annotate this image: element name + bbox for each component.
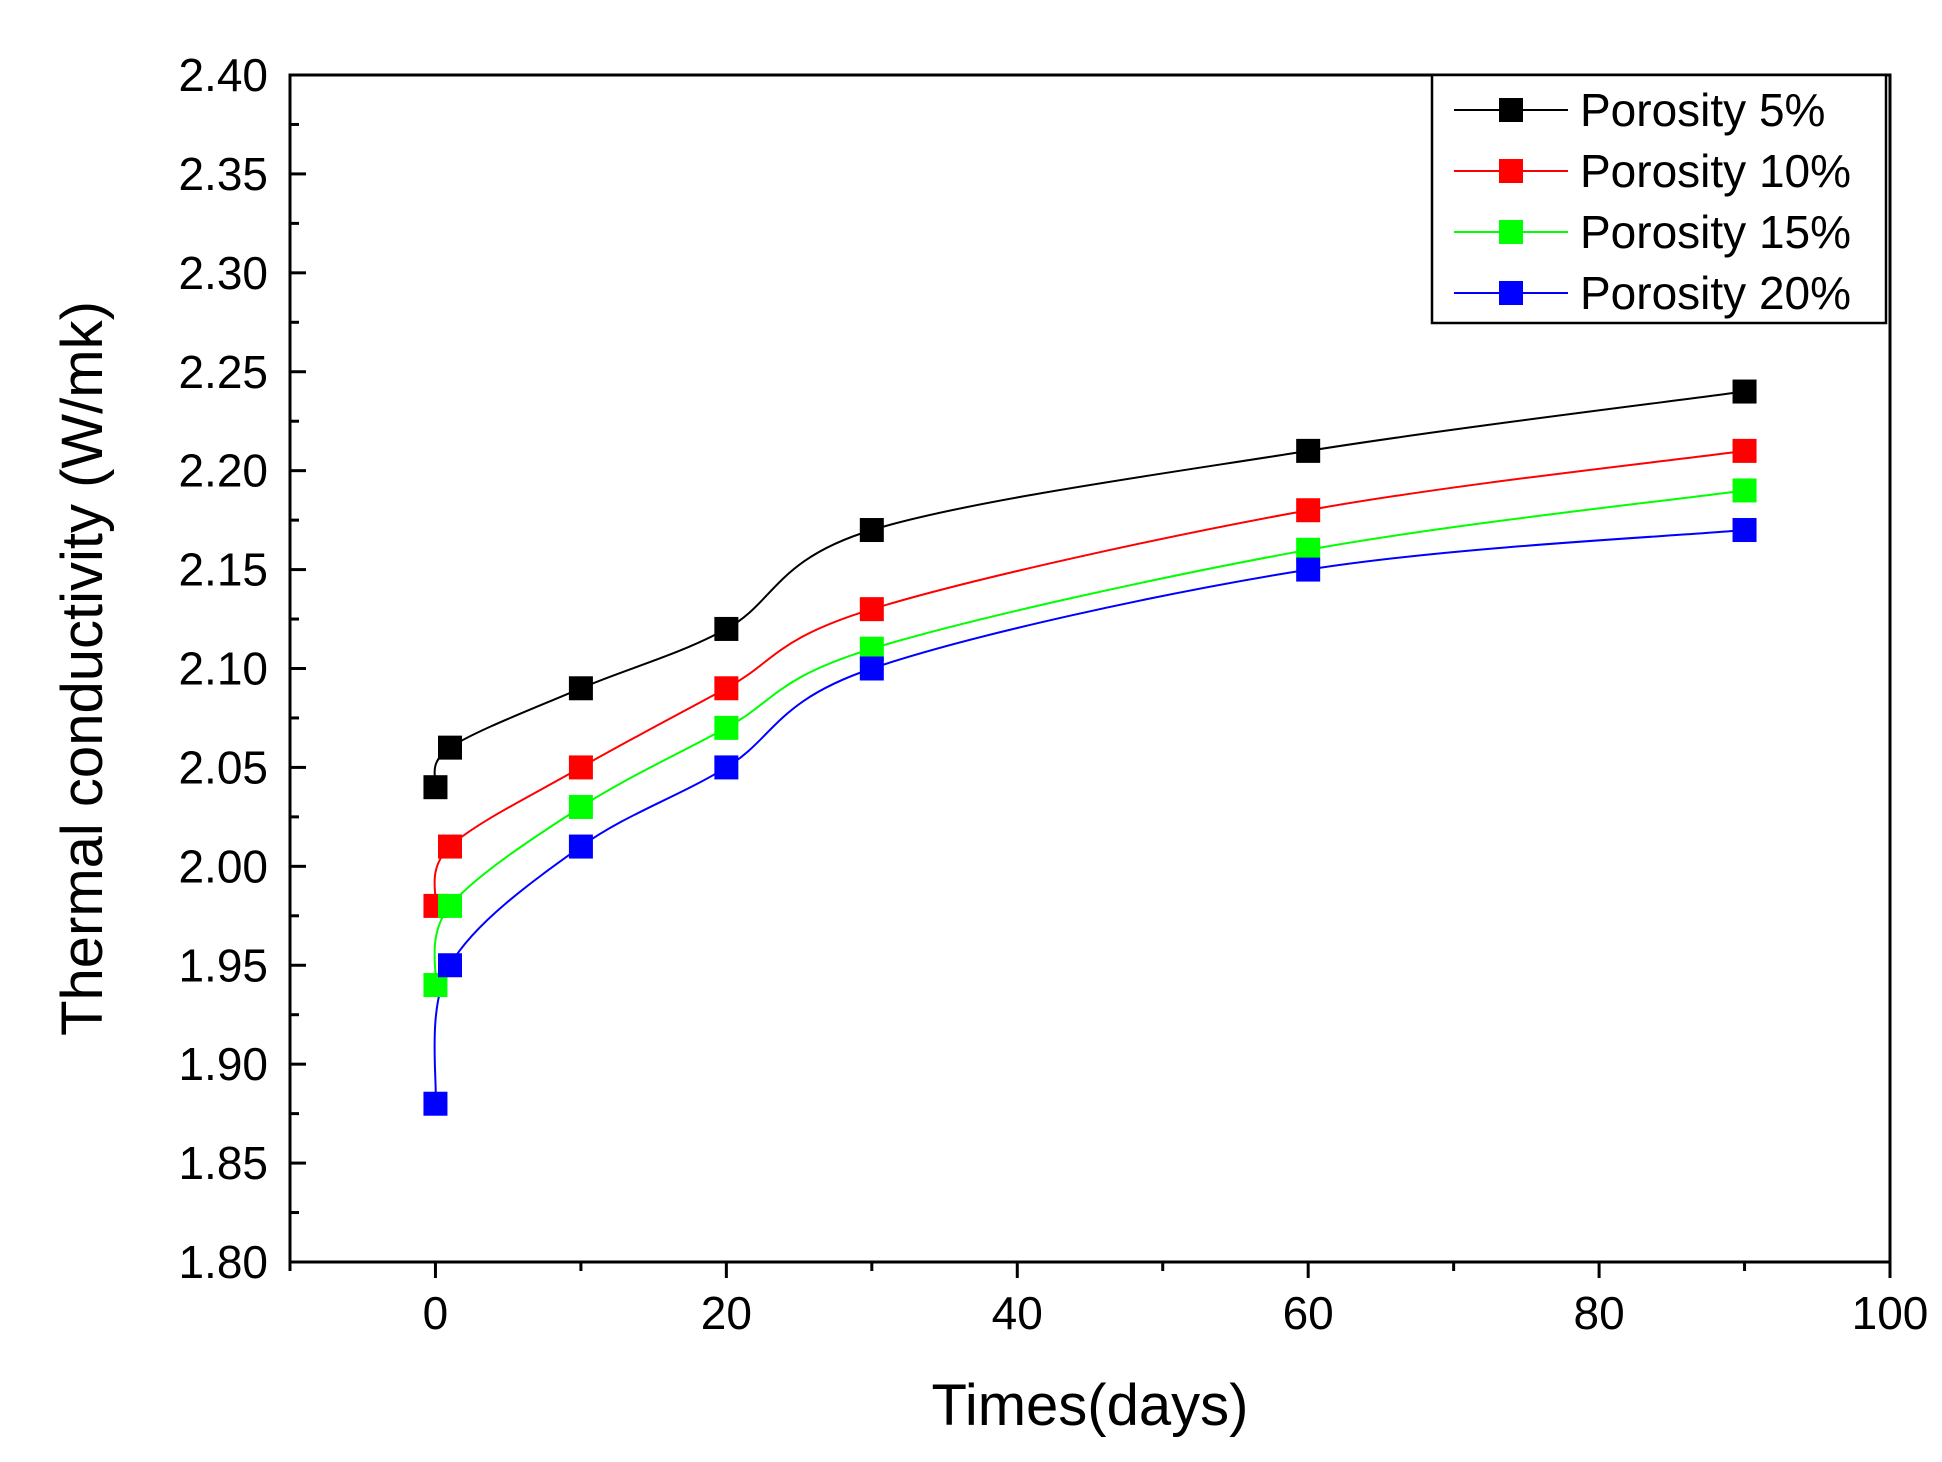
data-point-series-4-6 — [1732, 518, 1757, 543]
legend-marker — [1499, 98, 1523, 122]
legend-label: Porosity 20% — [1580, 267, 1851, 319]
data-point-series-1-0 — [423, 775, 448, 800]
legend-label: Porosity 15% — [1580, 206, 1851, 258]
x-tick-label: 20 — [701, 1287, 752, 1339]
y-tick-label: 1.85 — [178, 1137, 268, 1189]
data-point-series-2-6 — [1732, 438, 1757, 463]
x-tick-label: 80 — [1574, 1287, 1625, 1339]
legend: Porosity 5% Porosity 10% Porosity 15% Poros… — [1430, 73, 1888, 325]
series-line-4 — [433, 529, 1745, 1104]
legend-marker — [1499, 220, 1523, 244]
data-point-series-4-4 — [859, 656, 884, 681]
y-tick-label: 2.05 — [178, 741, 268, 793]
y-axis-ticks: 1.80 1.85 1.90 1.95 2.00 2.05 2.10 2.15 2.20 2.25… — [178, 49, 306, 1288]
y-tick-label: 1.90 — [178, 1038, 268, 1090]
x-axis-ticks: 0 20 40 60 80 100 — [288, 1262, 1929, 1339]
legend-marker — [1499, 281, 1523, 305]
x-axis-title: Times(days) — [932, 1373, 1249, 1438]
series-line-2 — [433, 449, 1745, 907]
data-point-series-3-1 — [438, 893, 462, 918]
data-point-series-3-3 — [714, 715, 739, 740]
series-markers — [423, 379, 1757, 1116]
x-tick-label: 100 — [1852, 1287, 1929, 1339]
series-lines — [433, 390, 1745, 1104]
y-tick-label: 2.00 — [178, 840, 268, 892]
y-tick-label: 1.80 — [178, 1236, 268, 1288]
data-point-series-2-5 — [1296, 498, 1321, 523]
legend-label: Porosity 5% — [1580, 84, 1825, 136]
x-tick-label: 60 — [1283, 1287, 1334, 1339]
x-tick-label: 40 — [992, 1287, 1043, 1339]
data-point-series-1-3 — [714, 616, 739, 641]
y-tick-label: 2.15 — [178, 544, 268, 596]
legend-marker — [1499, 159, 1523, 183]
data-point-series-2-1 — [438, 834, 462, 859]
data-point-series-2-2 — [568, 755, 593, 780]
data-point-series-1-1 — [438, 735, 462, 760]
data-point-series-3-6 — [1732, 478, 1757, 503]
y-tick-label: 2.25 — [178, 346, 268, 398]
data-point-series-4-1 — [438, 953, 462, 978]
data-point-series-4-0 — [423, 1091, 448, 1116]
x-tick-label: 0 — [423, 1287, 449, 1339]
data-point-series-4-5 — [1296, 557, 1321, 582]
y-tick-label: 1.95 — [178, 939, 268, 991]
y-tick-label: 2.40 — [178, 49, 268, 101]
legend-label: Porosity 10% — [1580, 145, 1851, 197]
data-point-series-2-3 — [714, 676, 739, 701]
series-line-3 — [433, 489, 1745, 986]
y-tick-label: 2.35 — [178, 148, 268, 200]
y-tick-label: 2.30 — [178, 247, 268, 299]
data-point-series-1-5 — [1296, 438, 1321, 463]
y-tick-label: 2.10 — [178, 643, 268, 695]
data-point-series-3-2 — [568, 794, 593, 819]
data-point-series-4-2 — [568, 834, 593, 859]
data-point-series-2-4 — [859, 597, 884, 622]
y-axis-title: Thermal conductivity (W/mk) — [50, 301, 115, 1036]
y-tick-label: 2.20 — [178, 445, 268, 497]
data-point-series-1-4 — [859, 518, 884, 543]
data-point-series-4-3 — [714, 755, 739, 780]
data-point-series-1-6 — [1732, 379, 1757, 404]
data-point-series-1-2 — [568, 676, 593, 701]
series-line-1 — [433, 390, 1745, 788]
